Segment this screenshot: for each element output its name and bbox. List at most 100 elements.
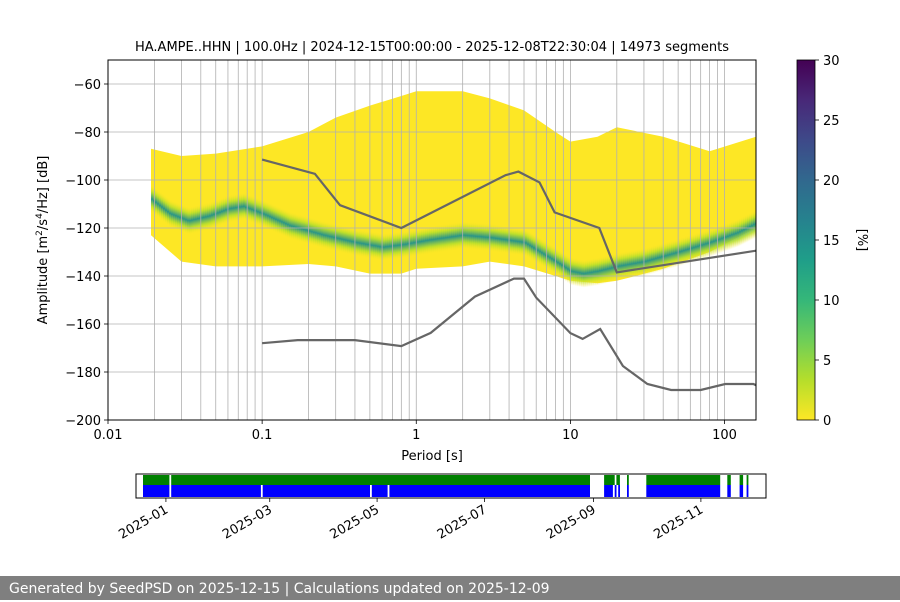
data-coverage-segment (143, 485, 170, 497)
psd-mode-band (365, 230, 368, 259)
psd-mode-band (345, 226, 348, 255)
psd-mode-band (625, 251, 628, 279)
psd-mode-band (547, 242, 550, 271)
psd-mode-band (659, 243, 662, 272)
noise-models (261, 158, 756, 392)
psd-mode-band (351, 227, 354, 256)
psd-mode-band (749, 212, 752, 241)
data-coverage-segment (627, 485, 629, 497)
psd-mode-band (539, 237, 542, 266)
data-coverage-segment (746, 485, 749, 497)
psd-mode-band (511, 226, 514, 255)
psd-mode-band (663, 242, 666, 271)
psd-mode-band (709, 228, 712, 257)
psd-mode-band (367, 230, 370, 259)
psd-mode-band (377, 232, 380, 261)
psd-coverage-segment (739, 475, 744, 485)
psd-mode-band (657, 243, 660, 272)
psd-figure: HA.AMPE..HHN | 100.0Hz | 2024-12-15T00:0… (35, 40, 869, 543)
psd-mode-band (563, 252, 566, 281)
psd-mode-band (531, 232, 534, 261)
psd-mode-band (193, 205, 196, 234)
psd-mode-band (275, 205, 278, 234)
psd-mode-band (151, 185, 154, 214)
psd-mode-band (411, 229, 414, 258)
psd-mode-band (251, 195, 254, 224)
psd-mode-band (281, 207, 284, 236)
psd-mode-band (387, 232, 390, 261)
psd-mode-band (253, 196, 256, 225)
psd-mode-band (279, 207, 282, 235)
psd-mode-band (273, 204, 276, 233)
availability-date-ticks: 2025-01 2025-03 2025-05 2025-07 2025-09 2025-… (116, 498, 706, 543)
psd-mode-band (295, 213, 298, 242)
psd-mode-band (447, 223, 450, 252)
psd-mode-band (603, 255, 606, 284)
psd-mode-band (591, 258, 594, 287)
psd-mode-band (477, 222, 480, 251)
psd-mode-band (265, 200, 268, 229)
psd-mode-band (467, 221, 470, 250)
colorbar (796, 59, 816, 421)
psd-mode-band (329, 222, 332, 251)
psd-mode-band (439, 224, 442, 253)
y-axis-ticks: −60 −80 −100 −120 −140 −160 −180 −200 (65, 78, 108, 429)
psd-mode-band (169, 199, 172, 228)
psd-coverage-segment (646, 475, 721, 485)
psd-mode-band (571, 257, 574, 286)
psd-mode-band (753, 210, 756, 239)
psd-mode-band (389, 232, 392, 261)
psd-mode-band (611, 253, 614, 282)
psd-heatmap (151, 91, 756, 288)
psd-mode-band (455, 222, 458, 251)
psd-mode-band (165, 196, 168, 225)
psd-mode-band (671, 240, 674, 268)
psd-mode-band (641, 248, 644, 277)
date-tick-label: 2025-07 (435, 502, 490, 542)
psd-mode-band (219, 198, 222, 227)
psd-mode-band (175, 201, 178, 230)
psd-mode-band (729, 221, 732, 250)
nhnm-line (261, 158, 756, 274)
psd-mode-band (741, 216, 744, 245)
data-coverage-segment (604, 485, 613, 497)
psd-mode-band (601, 256, 604, 285)
psd-mode-band (505, 225, 508, 254)
psd-mode-band (635, 249, 638, 278)
psd-mode-band (495, 224, 498, 253)
psd-mode-band (317, 219, 320, 248)
psd-mode-band (197, 204, 200, 233)
psd-mode-band (655, 244, 658, 273)
psd-mode-band (449, 223, 452, 252)
psd-mode-band (465, 221, 468, 250)
psd-mode-band (493, 224, 496, 252)
psd-mode-band (597, 257, 600, 286)
psd-mode-band (303, 215, 306, 244)
colorbar-tick-label: 5 (823, 354, 831, 369)
psd-mode-band (385, 232, 388, 261)
psd-mode-band (249, 194, 252, 223)
psd-mode-band (631, 249, 634, 278)
colorbar-tick-label: 20 (823, 174, 840, 189)
psd-mode-band (751, 211, 754, 240)
psd-mode-band (443, 224, 446, 252)
psd-mode-band (255, 196, 258, 225)
psd-mode-band (331, 222, 334, 251)
psd-mode-band (407, 229, 410, 258)
psd-mode-band (595, 257, 598, 286)
psd-mode-band (177, 202, 180, 231)
x-axis-label: Period [s] (401, 449, 463, 464)
psd-mode-band (629, 250, 632, 279)
psd-mode-band (745, 214, 748, 243)
y-tick-label: −120 (65, 222, 101, 237)
psd-mode-band (637, 248, 640, 277)
psd-mode-band (461, 221, 464, 250)
psd-mode-band (393, 231, 396, 260)
psd-mode-band (651, 245, 654, 274)
psd-mode-band (323, 221, 326, 250)
psd-coverage-segment (171, 475, 590, 485)
psd-mode-band (161, 193, 164, 221)
psd-mode-band (727, 222, 730, 251)
psd-mode-band (453, 222, 456, 251)
psd-mode-band (715, 226, 718, 255)
